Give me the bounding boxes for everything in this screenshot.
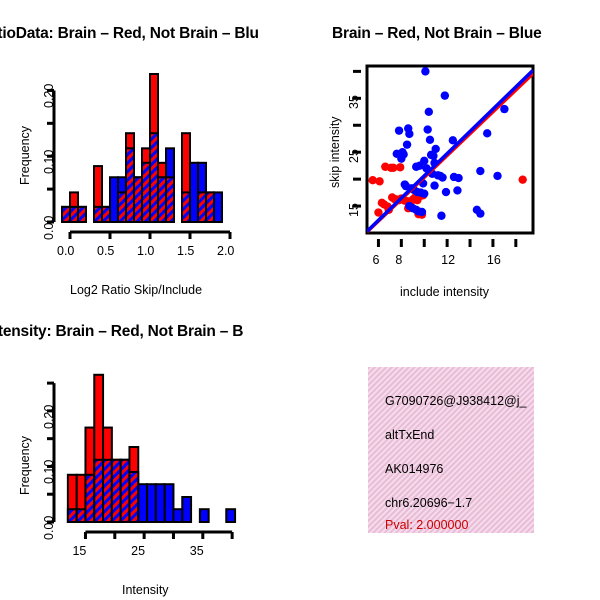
intensity-histogram-panel: ne Itensity: Brain – Red, Not Brain – B …: [0, 300, 300, 600]
svg-ratio-xtick-label: 0.5: [97, 244, 115, 258]
scatter-ytick-label: 35: [347, 95, 361, 110]
svg-intensity-xtick-label: 25: [131, 544, 146, 558]
ratio-histogram-ylabel: Frequency: [18, 125, 32, 185]
scatter-panel: Brain – Red, Not Brain – Blue skip inten…: [300, 0, 600, 300]
svg-ratio-ytick-label: 0.20: [42, 84, 56, 109]
scatter-xtick-label: 6: [372, 253, 380, 267]
info-line-locus: chr6.20696−1.7: [385, 496, 473, 510]
info-panel: G7090726@J938412@j_ altTxEnd AK014976 ch…: [300, 300, 600, 600]
scatter-xtick-label: 12: [441, 253, 456, 267]
info-line-event: altTxEnd: [385, 428, 435, 442]
scatter-xtick-label: 8: [395, 253, 403, 267]
scatter-title: Brain – Red, Not Brain – Blue: [332, 25, 542, 42]
svg-intensity-ytick-label: 0.00: [42, 515, 56, 540]
ratio-histogram-panel: RatioData: Brain – Red, Not Brain – Blu …: [0, 0, 300, 300]
scatter-ytick-label: 15: [347, 203, 361, 218]
svg-ratio-ytick-label: 0.10: [42, 149, 56, 175]
ratio-histogram-plot: [47, 73, 232, 239]
annotation-box: [368, 367, 534, 533]
ratio-histogram-title: RatioData: Brain – Red, Not Brain – Blu: [0, 25, 259, 42]
scatter-ylabel: skip intensity: [328, 116, 342, 188]
svg-ratio-ytick-label: 0.00: [42, 215, 56, 240]
info-line-id: G7090726@J938412@j_: [385, 394, 527, 408]
svg-ratio-xtick-label: 1.5: [177, 244, 195, 258]
svg-intensity-ytick-label: 0.10: [42, 460, 56, 485]
svg-intensity-xtick-label: 35: [189, 544, 204, 558]
intensity-histogram-title: ne Itensity: Brain – Red, Not Brain – B: [0, 323, 244, 340]
ratio-histogram-xlabel: Log2 Ratio Skip/Include: [70, 283, 203, 297]
svg-intensity-ytick-label: 0.20: [42, 404, 56, 429]
info-line-pval: Pval: 2.000000: [385, 518, 469, 532]
scatter-ytick-label: 25: [347, 149, 361, 164]
scatter-plot: [353, 64, 535, 247]
info-line-accession: AK014976: [385, 462, 444, 476]
intensity-histogram-ylabel: Frequency: [18, 435, 32, 495]
scatter-xtick-label: 16: [486, 253, 501, 267]
svg-ratio-xtick-label: 1.0: [137, 244, 155, 258]
intensity-histogram-plot: [47, 373, 237, 539]
scatter-xlabel: include intensity: [400, 285, 489, 299]
svg-ratio-xtick-label: 2.0: [217, 244, 235, 258]
svg-intensity-xtick-label: 15: [72, 544, 87, 558]
svg-ratio-xtick-label: 0.0: [57, 244, 75, 258]
intensity-histogram-xlabel: Intensity: [122, 583, 169, 597]
